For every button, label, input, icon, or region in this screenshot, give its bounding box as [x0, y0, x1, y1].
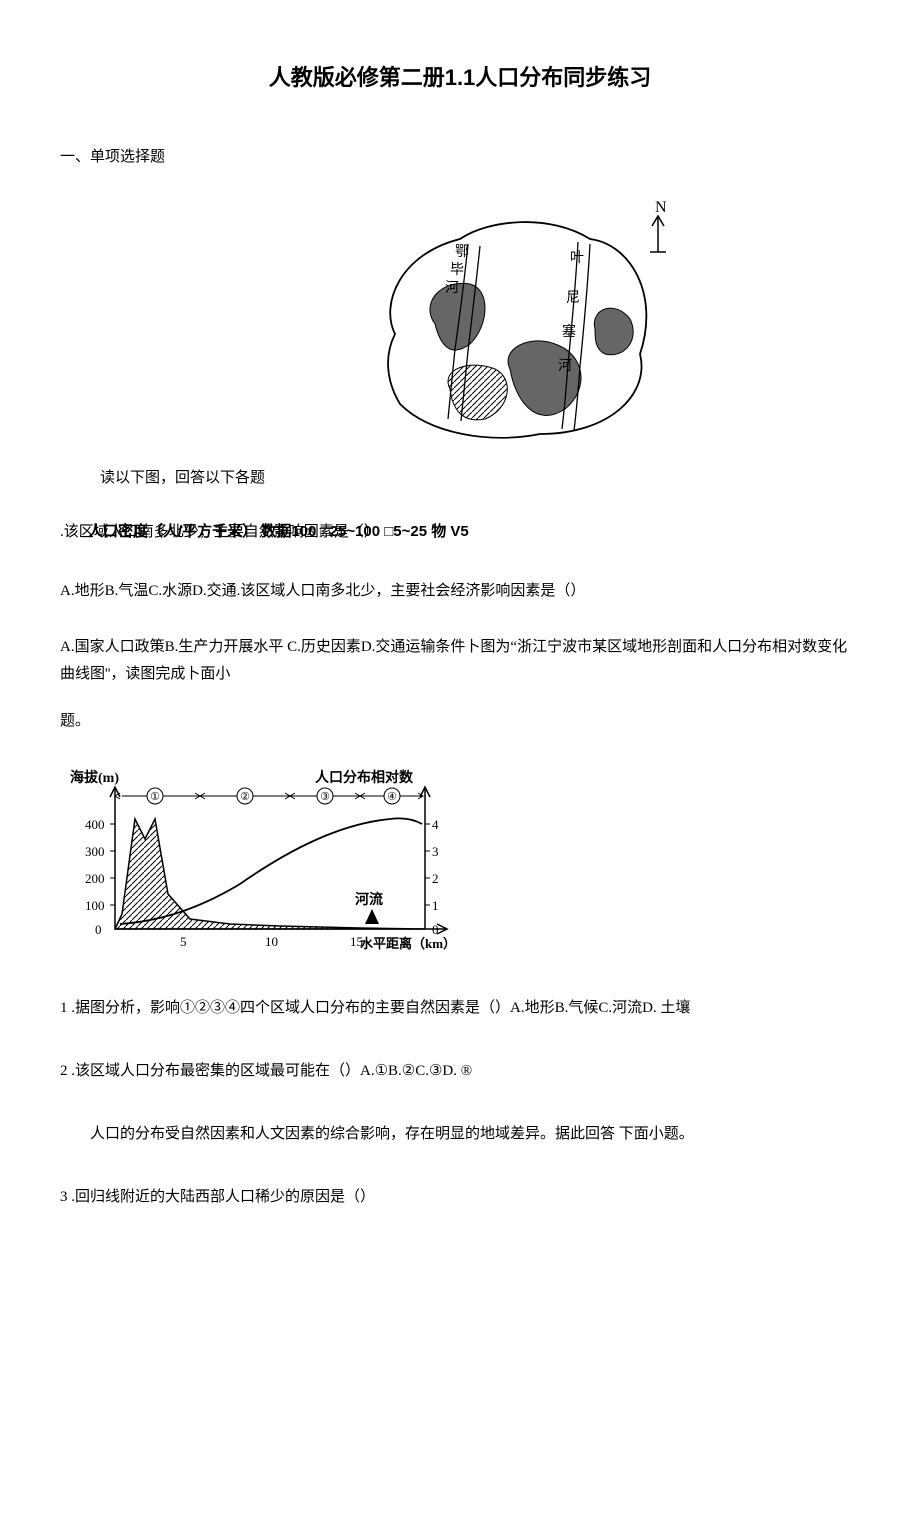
svg-text:0: 0: [432, 922, 439, 937]
svg-text:0: 0: [95, 922, 102, 937]
map-label-r1a: 鄂: [455, 244, 469, 260]
svg-text:100: 100: [85, 898, 105, 913]
profile-chart: 海拔(m) 人口分布相对数 400 300 200 100 0: [60, 764, 860, 972]
chart-svg: 海拔(m) 人口分布相对数 400 300 200 100 0: [60, 764, 480, 964]
chart-right-ticks: 4 3 2 1 0: [425, 817, 439, 937]
map-svg: N 鄂 毕 河 叶 尼 塞 河: [340, 184, 700, 454]
svg-text:①: ①: [150, 791, 160, 803]
chart-x-ticks: 5 10 15 水平距离（km）: [180, 934, 456, 951]
map-label-r1c: 河: [445, 280, 459, 296]
map-label-r2d: 河: [558, 358, 572, 374]
question-3: 3 .回归线附近的大陆西部人口稀少的原因是（）: [60, 1181, 860, 1214]
chart-segment-markers: ① ② ③ ④: [115, 788, 423, 804]
svg-text:5: 5: [180, 934, 187, 949]
svg-text:400: 400: [85, 817, 105, 832]
svg-text:③: ③: [320, 791, 330, 803]
svg-text:3: 3: [432, 844, 439, 859]
svg-text:2: 2: [432, 871, 439, 886]
map-label-r1b: 毕: [450, 262, 464, 278]
svg-text:4: 4: [432, 817, 439, 832]
paragraph-2: A.国家人口政策B.生产力开展水平 C.历史因素D.交通运输条件卜图为“浙江宁波…: [60, 634, 860, 688]
chart-title-right: 人口分布相对数: [315, 769, 414, 786]
map-label-r2a: 叶: [570, 250, 584, 266]
chart-ylabel-left: 海拔(m): [70, 769, 119, 786]
section-heading: 一、单项选择题: [60, 145, 860, 169]
question-2: 2 .该区域人口分布最密集的区域最可能在（）A.①B.②C.③D. ®: [60, 1055, 860, 1088]
north-label: N: [655, 199, 667, 216]
paragraph-1: A.地形B.气温C.水源D.交通.该区域人口南多北少，主要社会经济影响因素是（）: [60, 576, 860, 606]
chart-left-ticks: 400 300 200 100 0: [85, 817, 115, 937]
svg-text:②: ②: [240, 791, 250, 803]
svg-text:④: ④: [387, 791, 397, 803]
river-marker: 河流: [355, 891, 383, 924]
overlapped-line: 人口密度（人/平方千米） 数据100 □25~100 □5~25 物 V5 .该…: [60, 520, 860, 546]
question-3-intro: 人口的分布受自然因素和人文因素的综合影响，存在明显的地域差异。据此回答 下面小题…: [60, 1118, 860, 1151]
map-label-r2b: 尼: [566, 291, 580, 306]
page-title: 人教版必修第二册1.1人口分布同步练习: [60, 60, 860, 95]
svg-text:河流: 河流: [355, 891, 383, 908]
map-caption: 读以下图，回答以下各题: [100, 466, 860, 490]
overlap-front: .该区域人口南多北少，主要自然影响因素是（）: [60, 520, 379, 544]
svg-text:10: 10: [265, 934, 278, 949]
paragraph-3: 题。: [60, 706, 860, 736]
svg-text:水平距离（km）: 水平距离（km）: [360, 936, 456, 951]
map-figure: N 鄂 毕 河 叶 尼 塞 河: [180, 184, 860, 462]
svg-text:300: 300: [85, 844, 105, 859]
terrain-profile: [115, 819, 425, 929]
question-1: 1 .据图分析，影响①②③④四个区域人口分布的主要自然因素是（）A.地形B.气候…: [60, 992, 860, 1025]
svg-text:200: 200: [85, 871, 105, 886]
svg-text:1: 1: [432, 898, 439, 913]
map-label-r2c: 塞: [562, 323, 576, 340]
